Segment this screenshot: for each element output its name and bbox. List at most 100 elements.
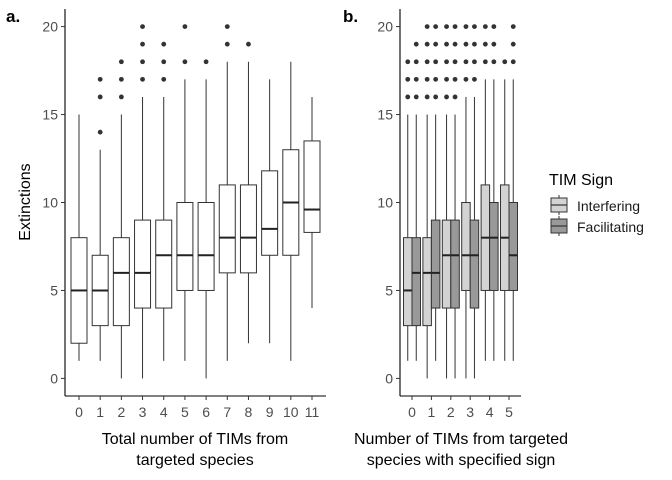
panel-a-box-11-iqr-box xyxy=(303,140,321,233)
panel-a-box-2-outlier-16 xyxy=(118,94,124,100)
panel-b-y-tick-label-5: 5 xyxy=(385,282,393,298)
panel-a-box-7 xyxy=(218,24,236,361)
panel-b-box-facilitating-0 xyxy=(411,41,421,361)
legend-title: TIM Sign xyxy=(549,172,613,189)
panel-b-box-facilitating-2-outlier-20 xyxy=(452,24,458,29)
panel-b-x-tick-label-2: 2 xyxy=(447,404,455,420)
panel-a-box-2 xyxy=(112,59,130,379)
panel-a-box-4-iqr-box xyxy=(155,219,173,309)
panel-b-box-interfering-3-outlier-17 xyxy=(463,76,469,82)
panel-b-box-interfering-4-outlier-19 xyxy=(482,41,488,47)
panel-a-x-tick-label-11: 11 xyxy=(305,404,320,420)
legend-label-facilitating: Facilitating xyxy=(577,219,644,235)
panel-b-box-interfering-4-outlier-18 xyxy=(482,59,488,65)
panel-b-box-interfering-5 xyxy=(500,59,510,361)
panel-b-x-tick-label-5: 5 xyxy=(505,404,513,420)
y-axis-title: Extinctions xyxy=(17,163,34,240)
panel-b-x-tick-label-3: 3 xyxy=(466,404,474,420)
panel-b-x-axis-title-line-2: species with specified sign xyxy=(367,452,556,469)
panel-b-box-facilitating-1-outlier-17 xyxy=(433,76,439,82)
panel-a-box-1-outlier-16 xyxy=(97,94,103,100)
panel-b-y-tick-label-0: 0 xyxy=(385,370,393,386)
panel-a-box-1 xyxy=(91,76,109,361)
panel-b-box-facilitating-5-iqr-box xyxy=(508,202,518,291)
panel-a: a. Extinctions Total number of TIMs from… xyxy=(6,7,326,469)
panel-b-box-interfering-2-outlier-20 xyxy=(444,24,449,29)
panel-b-box-facilitating-5-outlier-20 xyxy=(510,24,516,29)
legend-entry-facilitating: Facilitating xyxy=(550,216,644,236)
panel-a-box-9-iqr-box xyxy=(261,170,279,256)
panel-b-box-facilitating-4-outlier-20 xyxy=(491,24,497,29)
panel-b-box-facilitating-0-iqr-box xyxy=(411,237,421,327)
panel-a-x-tick-label-3: 3 xyxy=(139,404,147,420)
panel-a-box-4-outlier-19 xyxy=(161,41,167,47)
panel-a-box-5-outlier-18 xyxy=(182,59,188,65)
panel-a-box-4-outlier-18 xyxy=(161,59,167,65)
panel-b-box-facilitating-2-outlier-17 xyxy=(452,76,458,82)
panel-a-box-1-outlier-14 xyxy=(97,129,103,135)
panel-b-box-facilitating-4-outlier-19 xyxy=(491,41,497,47)
panel-a-box-4-outlier-17 xyxy=(161,76,167,82)
panel-b-box-facilitating-0-outlier-17 xyxy=(413,76,419,82)
panel-b-box-interfering-0-outlier-18 xyxy=(405,59,411,65)
panel-a-box-8-iqr-box xyxy=(239,184,257,274)
panel-b-box-facilitating-5-outlier-18 xyxy=(510,59,516,65)
panel-b-box-interfering-3-outlier-19 xyxy=(463,41,469,47)
panel-b-box-interfering-2 xyxy=(441,24,452,379)
panel-a-x-tick-label-10: 10 xyxy=(283,404,299,420)
panel-b-label: b. xyxy=(343,7,358,26)
panel-a-box-10 xyxy=(282,61,300,361)
panel-b-box-interfering-2-outlier-18 xyxy=(444,59,449,65)
panel-b-box-facilitating-1-outlier-18 xyxy=(433,59,439,65)
panel-b-box-interfering-3 xyxy=(461,24,471,379)
panel-a-y-tick-label-5: 5 xyxy=(50,282,58,298)
panel-b-box-interfering-0-iqr-box xyxy=(403,237,413,327)
panel-b-box-facilitating-2-outlier-18 xyxy=(452,59,458,65)
panel-a-label: a. xyxy=(6,7,20,26)
panel-b-box-interfering-1 xyxy=(422,24,432,379)
panel-b-box-facilitating-3-outlier-17 xyxy=(472,76,477,82)
panel-a-x-tick-label-7: 7 xyxy=(223,404,231,420)
panel-b-y-tick-label-20: 20 xyxy=(377,19,393,35)
panel-a-x-axis-title-line-1: Total number of TIMs from xyxy=(102,431,288,448)
panel-b-box-facilitating-4 xyxy=(489,24,499,361)
panel-a-box-3-outlier-18 xyxy=(140,59,145,65)
panel-b-box-facilitating-3-outlier-19 xyxy=(472,41,477,47)
panel-a-box-1-outlier-17 xyxy=(97,76,103,82)
panel-b-box-facilitating-4-outlier-18 xyxy=(491,59,497,65)
panel-b-box-interfering-1-outlier-18 xyxy=(424,59,430,65)
panel-b-box-interfering-5-outlier-18 xyxy=(502,59,508,65)
panel-b-box-facilitating-0-outlier-18 xyxy=(413,59,419,65)
panel-a-box-3-outlier-17 xyxy=(140,76,145,82)
panel-b-box-facilitating-2-outlier-19 xyxy=(452,41,458,47)
panel-b: b. Number of TIMs from targeted species … xyxy=(343,7,568,469)
panel-a-box-5-iqr-box xyxy=(176,202,194,291)
panel-b-box-facilitating-2 xyxy=(450,24,460,379)
panel-b-box-facilitating-0-outlier-16 xyxy=(413,94,419,100)
panel-a-box-2-iqr-box xyxy=(112,237,130,327)
panel-a-box-2-outlier-17 xyxy=(118,76,124,82)
panel-a-x-tick-label-4: 4 xyxy=(160,404,168,420)
panel-b-box-interfering-2-outlier-16 xyxy=(444,94,449,100)
panel-b-x-tick-label-4: 4 xyxy=(486,404,494,420)
panel-b-box-facilitating-1-outlier-20 xyxy=(433,24,439,29)
panel-b-box-interfering-1-outlier-17 xyxy=(424,76,430,82)
panel-a-box-7-outlier-19 xyxy=(224,41,230,47)
panel-b-x-tick-label-1: 1 xyxy=(428,404,436,420)
panel-a-box-2-outlier-18 xyxy=(118,59,124,65)
panel-b-box-facilitating-1-outlier-19 xyxy=(433,41,439,47)
panel-b-box-interfering-1-outlier-20 xyxy=(424,24,430,29)
panel-a-x-axis-title-line-2: targeted species xyxy=(136,452,253,469)
panel-a-box-3-outlier-20 xyxy=(140,24,145,29)
panel-b-box-facilitating-0-outlier-19 xyxy=(413,41,419,47)
panel-b-box-interfering-0-outlier-17 xyxy=(405,76,411,82)
panel-a-box-3 xyxy=(134,24,152,379)
panel-b-y-tick-label-10: 10 xyxy=(377,195,393,211)
panel-b-box-interfering-1-outlier-16 xyxy=(424,94,430,100)
panel-b-box-facilitating-5-outlier-19 xyxy=(510,41,516,47)
panel-a-box-5-outlier-20 xyxy=(182,24,188,29)
panel-b-box-interfering-2-outlier-17 xyxy=(444,76,449,82)
panel-b-box-interfering-4-outlier-20 xyxy=(482,24,488,29)
legend-label-interfering: Interfering xyxy=(577,198,640,214)
